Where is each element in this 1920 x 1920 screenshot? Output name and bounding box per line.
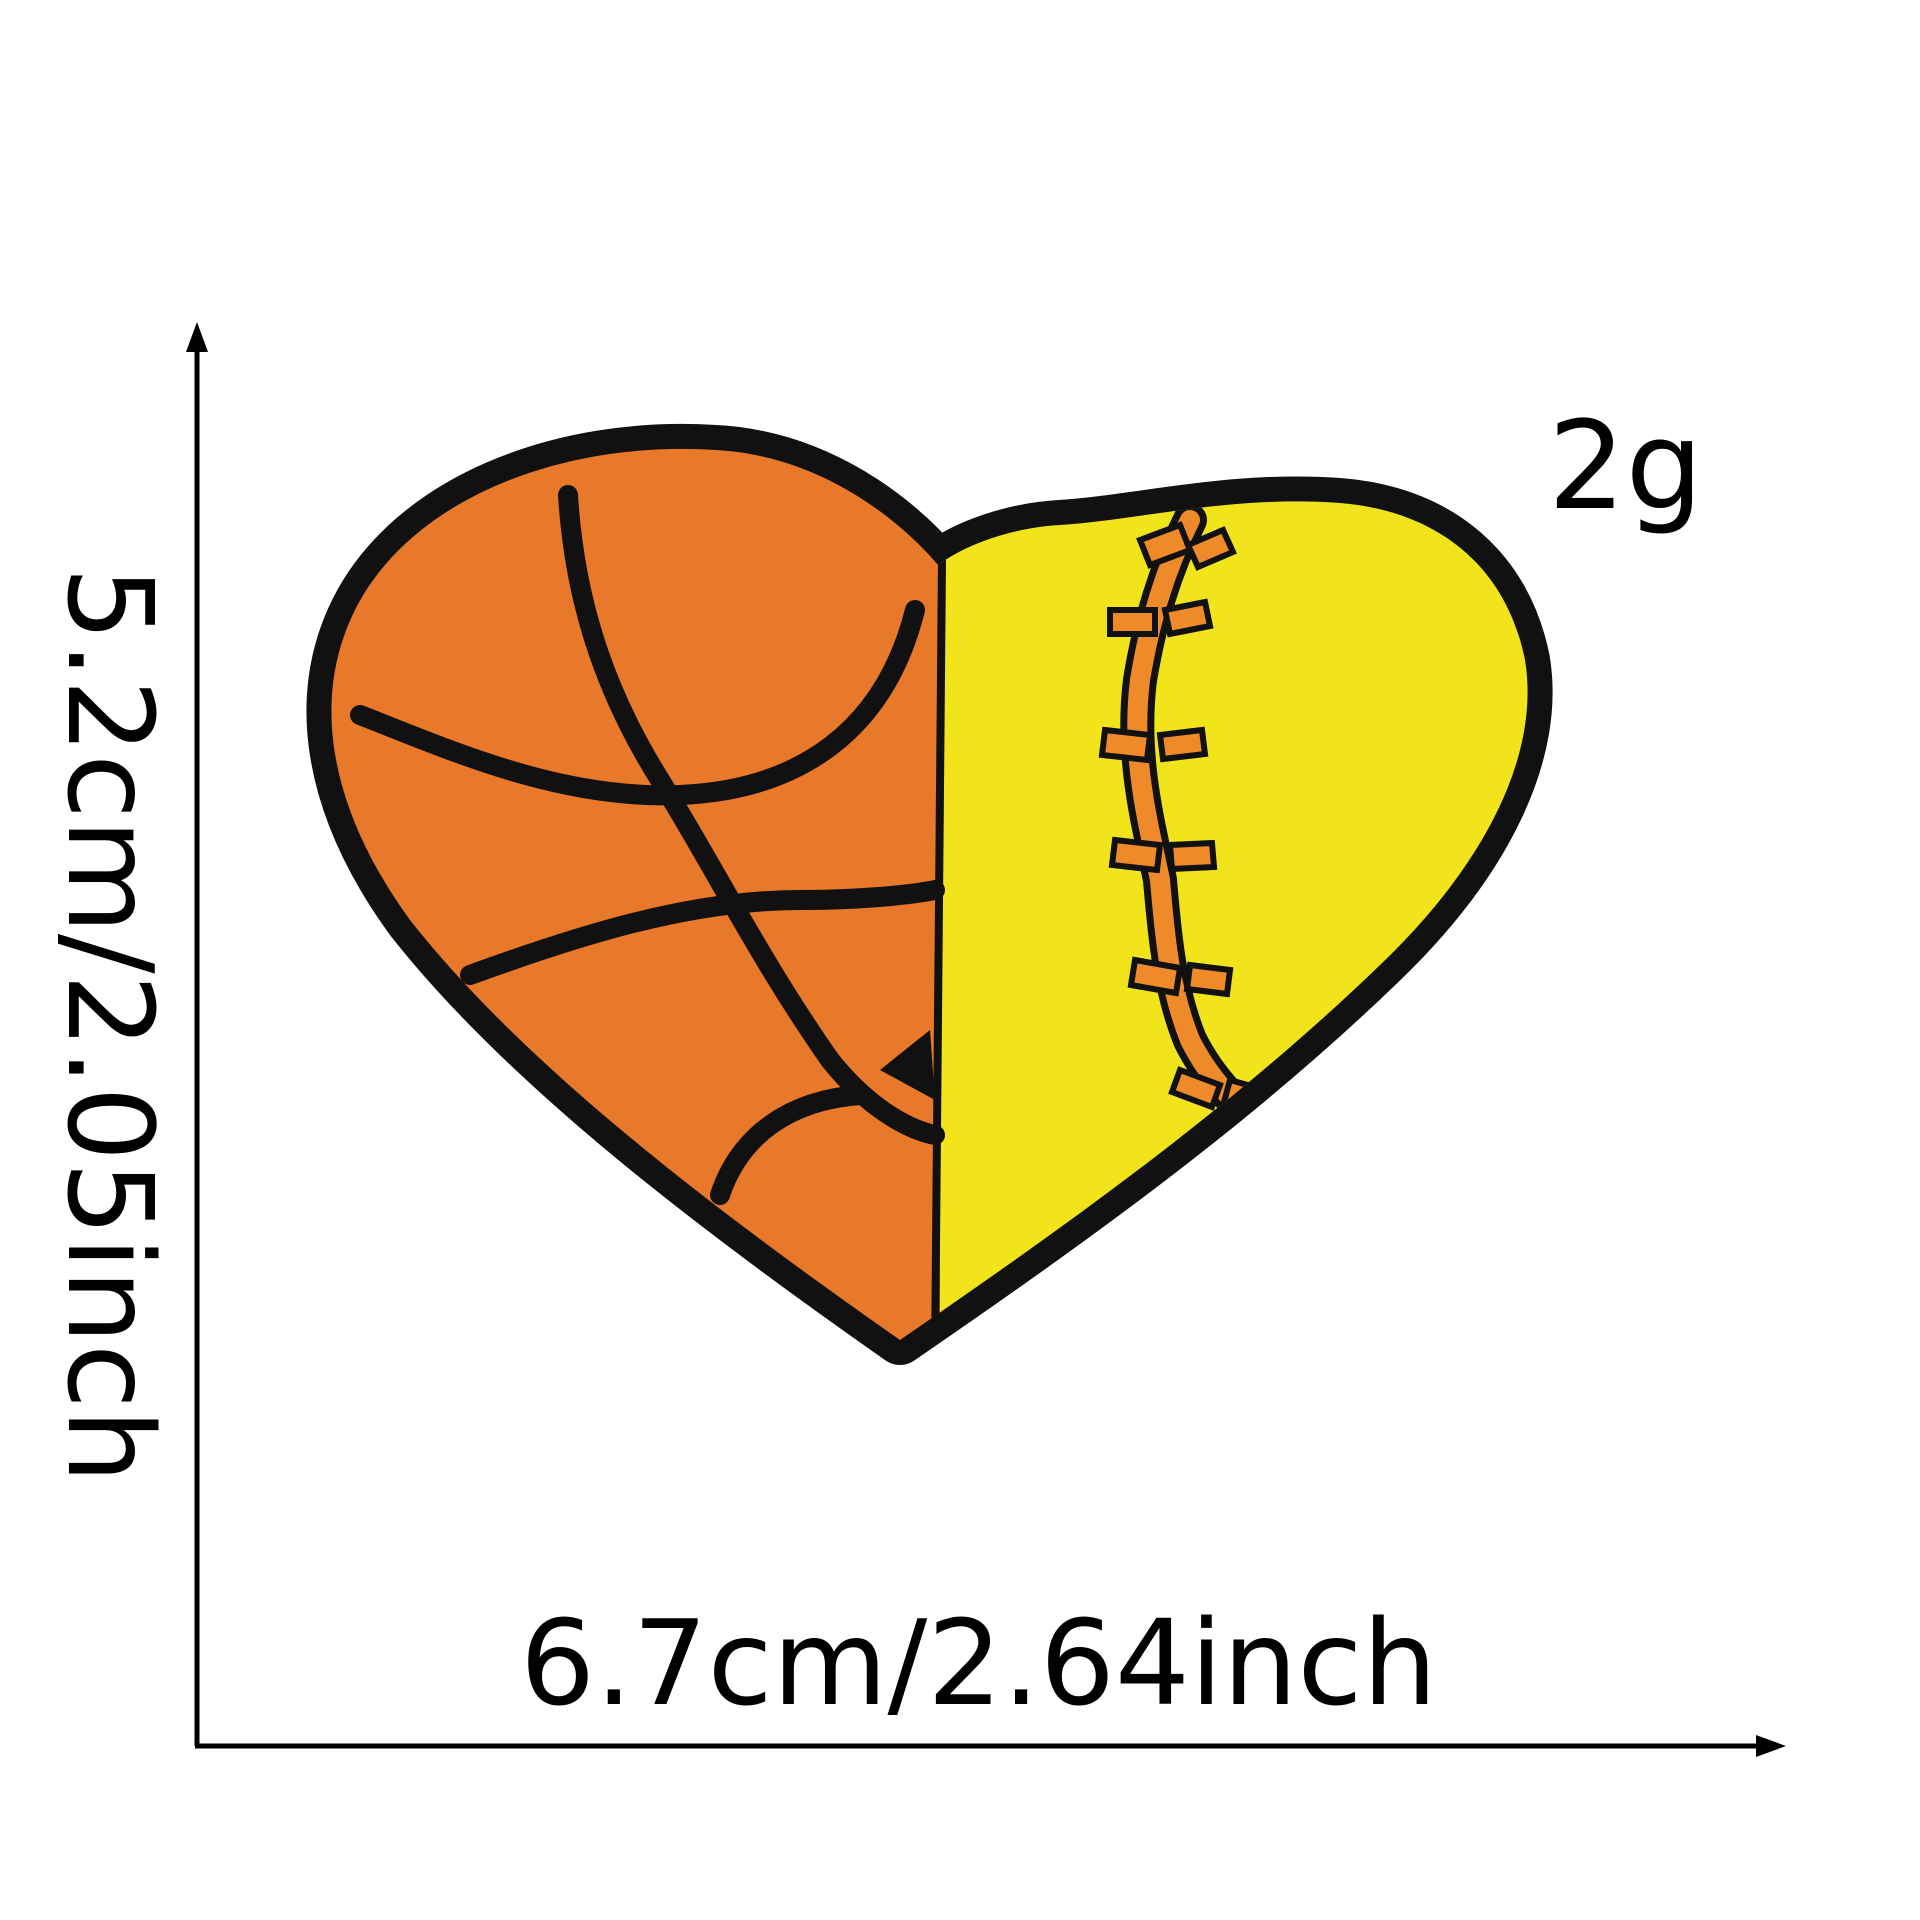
basketball-softball-heart-icon <box>306 424 1553 1365</box>
dimension-axes <box>186 322 1786 1757</box>
height-dimension-label: 5.2cm/2.05inch <box>41 566 179 1484</box>
width-dimension-label: 6.7cm/2.64inch <box>520 1594 1438 1732</box>
seam-stitch-icon <box>1098 503 1277 1137</box>
weight-label: 2g <box>1548 395 1704 537</box>
